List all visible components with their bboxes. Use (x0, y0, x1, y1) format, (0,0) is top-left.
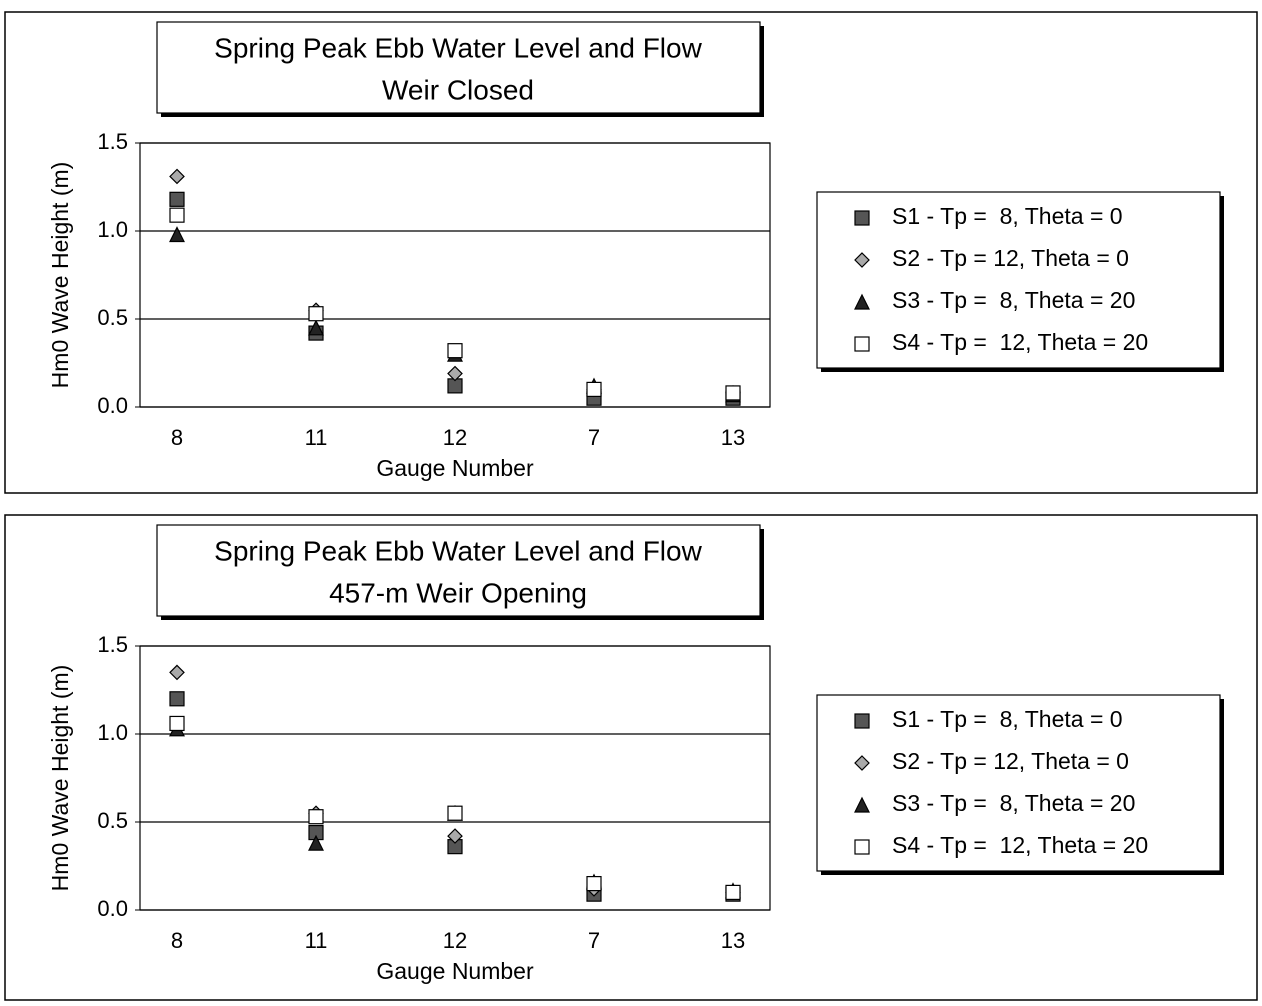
legend-label: S3 - Tp = 8, Theta = 20 (892, 790, 1135, 816)
marker (169, 191, 185, 207)
marker (854, 796, 870, 813)
marker (725, 385, 741, 401)
x-tick-label: 7 (588, 928, 600, 953)
legend-box (816, 694, 1221, 872)
x-tick-label: 7 (588, 425, 600, 450)
marker (854, 839, 870, 855)
legend-label: S4 - Tp = 12, Theta = 20 (892, 329, 1148, 355)
marker (854, 755, 870, 771)
marker (854, 336, 870, 352)
marker (854, 293, 870, 310)
x-tick-label: 13 (721, 928, 745, 953)
x-tick-label: 8 (171, 928, 183, 953)
chart-title: Spring Peak Ebb Water Level and Flow (214, 535, 702, 566)
title-box (156, 21, 761, 114)
legend-label: S2 - Tp = 12, Theta = 0 (892, 245, 1129, 271)
panel-border (4, 514, 1258, 1001)
title-box (156, 524, 761, 617)
legend-label: S1 - Tp = 8, Theta = 0 (892, 203, 1123, 229)
x-tick-label: 12 (443, 928, 467, 953)
marker (308, 319, 324, 336)
x-tick-label: 13 (721, 425, 745, 450)
y-tick-label: 0.0 (97, 393, 128, 418)
marker (169, 664, 185, 681)
y-tick-label: 0.5 (97, 808, 128, 833)
marker (447, 805, 463, 821)
marker (169, 226, 185, 243)
legend-label: S2 - Tp = 12, Theta = 0 (892, 748, 1129, 774)
chart-title: Spring Peak Ebb Water Level and Flow (214, 32, 702, 63)
panel-border (4, 11, 1258, 494)
marker (308, 809, 324, 825)
y-tick-label: 1.0 (97, 217, 128, 242)
y-tick-label: 1.5 (97, 129, 128, 154)
plot-frame (139, 142, 771, 408)
marker (447, 365, 463, 382)
legend-label: S3 - Tp = 8, Theta = 20 (892, 287, 1135, 313)
x-tick-label: 8 (171, 425, 183, 450)
y-tick-label: 1.5 (97, 632, 128, 657)
y-axis-label: Hm0 Wave Height (m) (47, 665, 73, 892)
legend-box (816, 191, 1221, 369)
x-tick-label: 12 (443, 425, 467, 450)
x-axis-label: Gauge Number (376, 958, 534, 984)
y-tick-label: 0.5 (97, 305, 128, 330)
y-tick-label: 0.0 (97, 896, 128, 921)
marker (725, 884, 741, 901)
marker (447, 828, 463, 844)
x-tick-label: 11 (305, 928, 328, 953)
legend-label: S1 - Tp = 8, Theta = 0 (892, 706, 1123, 732)
marker (854, 252, 870, 268)
x-axis-label: Gauge Number (376, 455, 534, 481)
marker (308, 834, 324, 851)
y-tick-label: 1.0 (97, 720, 128, 745)
marker (169, 691, 185, 707)
chart-subtitle: Weir Closed (382, 74, 534, 105)
plot-frame (139, 645, 771, 911)
x-tick-label: 11 (305, 425, 328, 450)
marker (447, 343, 463, 359)
marker (586, 381, 602, 397)
marker (169, 168, 185, 185)
marker (308, 306, 324, 322)
marker (169, 207, 185, 223)
marker (854, 713, 870, 729)
legend-label: S4 - Tp = 12, Theta = 20 (892, 832, 1148, 858)
marker (169, 715, 185, 732)
marker (586, 875, 602, 892)
y-axis-label: Hm0 Wave Height (m) (47, 162, 73, 389)
chart-subtitle: 457-m Weir Opening (329, 577, 587, 608)
marker (854, 210, 870, 226)
